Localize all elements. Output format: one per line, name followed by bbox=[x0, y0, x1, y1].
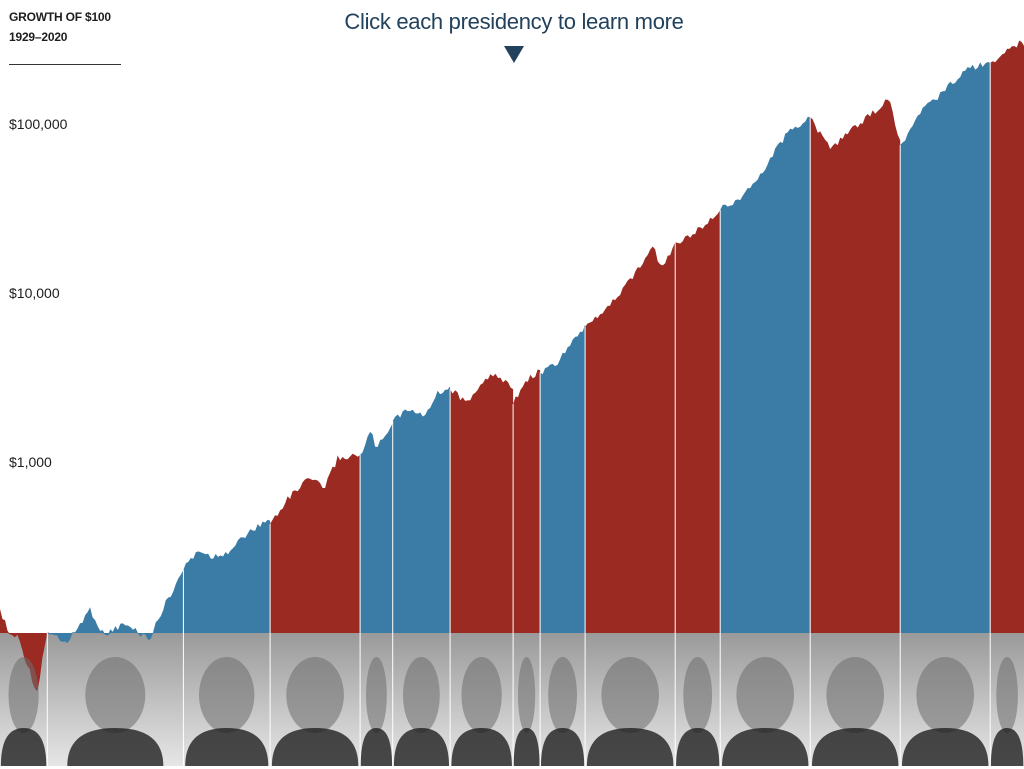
presidency-area-obama[interactable] bbox=[900, 62, 991, 633]
down-arrow-icon bbox=[504, 46, 524, 63]
president-portrait-obama[interactable] bbox=[916, 657, 974, 733]
president-suit-bush bbox=[676, 728, 720, 766]
chart-title: GROWTH OF $100 bbox=[9, 10, 111, 24]
president-portrait-carter[interactable] bbox=[548, 657, 577, 733]
presidency-area-reagan[interactable] bbox=[585, 242, 676, 633]
president-suit-trump bbox=[990, 728, 1024, 766]
president-portrait-bush[interactable] bbox=[826, 657, 884, 733]
president-portrait-johnson[interactable] bbox=[403, 657, 440, 733]
y-tick-label: $1,000 bbox=[9, 454, 52, 470]
chart-subtitle: 1929–2020 bbox=[9, 30, 68, 44]
presidency-area-kennedy[interactable] bbox=[360, 423, 393, 633]
president-portrait-kennedy[interactable] bbox=[366, 657, 387, 733]
president-suit-clinton bbox=[722, 728, 809, 766]
presidency-area-nixon[interactable] bbox=[450, 373, 514, 633]
president-suit-nixon bbox=[451, 728, 512, 766]
president-suit-kennedy bbox=[360, 728, 393, 766]
president-portrait-eisenhower[interactable] bbox=[286, 657, 344, 733]
president-suit-ford bbox=[513, 728, 540, 766]
president-portrait-trump[interactable] bbox=[996, 657, 1018, 733]
president-suit-eisenhower bbox=[271, 728, 359, 766]
president-suit-roosevelt bbox=[67, 728, 164, 766]
president-portrait-clinton[interactable] bbox=[736, 657, 794, 733]
president-portrait-nixon[interactable] bbox=[461, 657, 502, 733]
president-portrait-truman[interactable] bbox=[199, 657, 255, 733]
presidency-area-johnson[interactable] bbox=[392, 386, 451, 633]
president-suit-bush bbox=[812, 728, 899, 766]
president-suit-truman bbox=[185, 728, 269, 766]
presidency-area-truman[interactable] bbox=[183, 519, 271, 633]
presidency-area-bush[interactable] bbox=[810, 99, 901, 634]
president-portrait-roosevelt[interactable] bbox=[85, 657, 146, 733]
president-portrait-hoover[interactable] bbox=[8, 657, 39, 733]
president-suit-reagan bbox=[586, 728, 674, 766]
presidency-area-ford[interactable] bbox=[513, 369, 541, 634]
title-divider bbox=[9, 64, 121, 65]
president-suit-hoover bbox=[0, 728, 47, 766]
president-portrait-bush[interactable] bbox=[683, 657, 713, 733]
presidency-area-eisenhower[interactable] bbox=[270, 453, 361, 633]
president-suit-obama bbox=[902, 728, 989, 766]
president-portrait-ford[interactable] bbox=[518, 657, 536, 733]
president-suit-carter bbox=[541, 728, 585, 766]
presidency-area-roosevelt[interactable] bbox=[47, 569, 184, 643]
y-tick-label: $100,000 bbox=[9, 116, 68, 132]
presidency-area-trump[interactable] bbox=[990, 40, 1024, 634]
president-portrait-reagan[interactable] bbox=[601, 657, 659, 733]
y-tick-label: $10,000 bbox=[9, 285, 60, 301]
call-to-action: Click each presidency to learn more bbox=[344, 9, 684, 34]
presidency-area-clinton[interactable] bbox=[720, 116, 811, 633]
president-suit-johnson bbox=[393, 728, 449, 766]
presidency-area-carter[interactable] bbox=[540, 324, 586, 633]
presidency-area-bush[interactable] bbox=[675, 210, 721, 633]
presidency-dip-roosevelt[interactable] bbox=[47, 633, 184, 643]
